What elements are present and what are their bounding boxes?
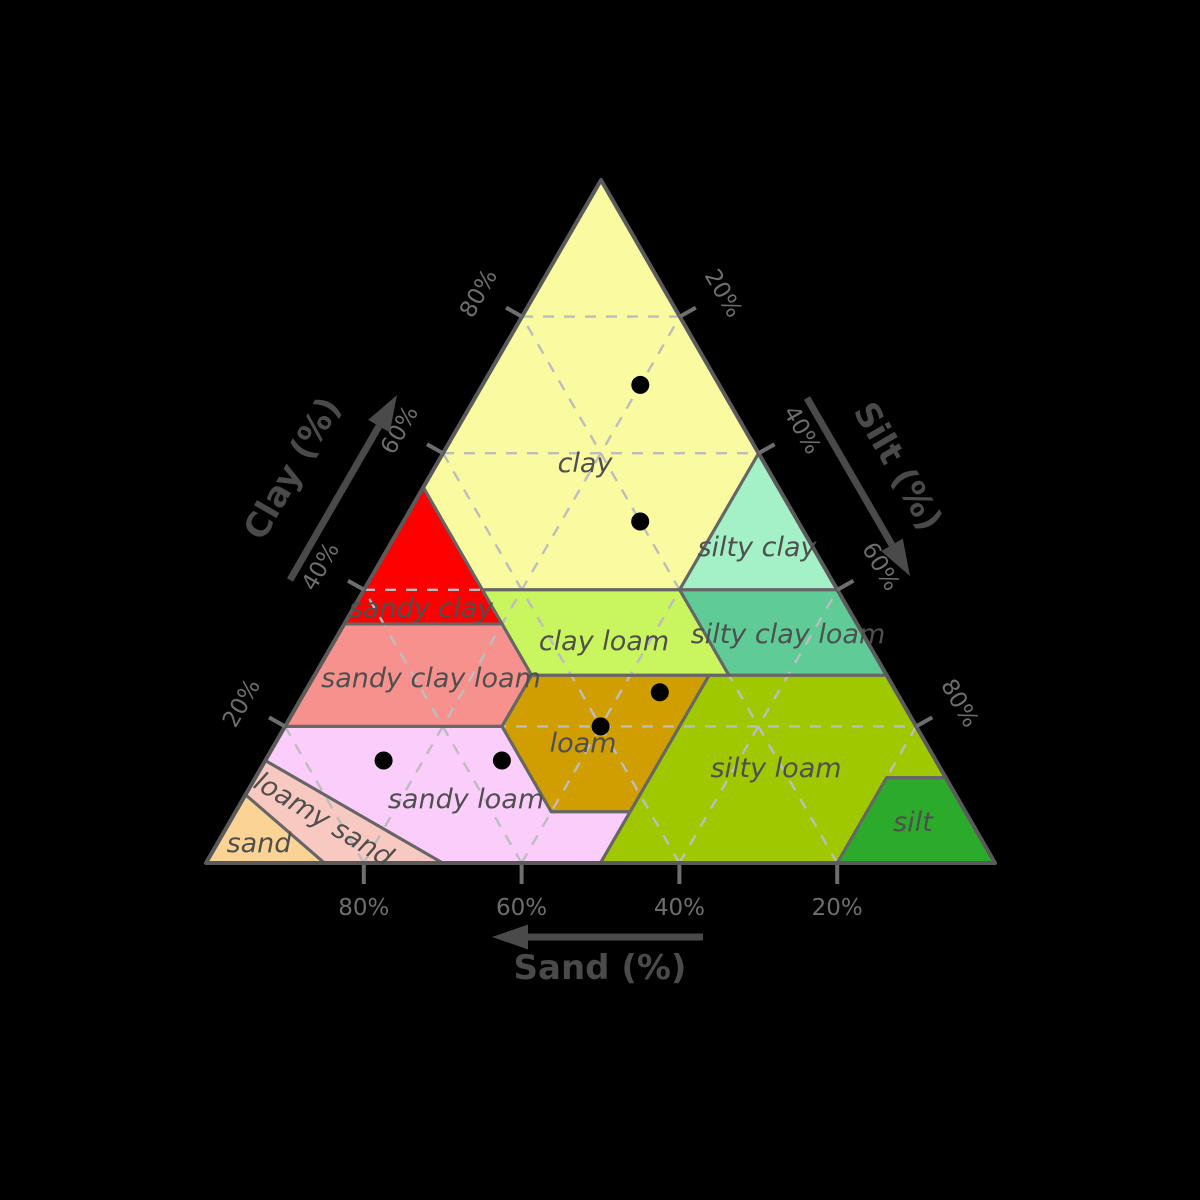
clay-tick-60 — [426, 442, 444, 455]
region-label-silty-clay: silty clay — [697, 532, 817, 563]
clay-axis-arrow-shaft — [286, 424, 383, 582]
silt-tick-80 — [915, 715, 934, 729]
clay-tick-label-20: 20% — [218, 675, 266, 732]
region-sandy-clay — [344, 487, 503, 624]
silt-axis-arrow-shaft — [803, 396, 895, 547]
region-label-clay: clay — [558, 448, 614, 479]
clay-tick-label-80: 80% — [455, 265, 503, 322]
triangle-outline — [204, 178, 997, 865]
data-point-1 — [631, 375, 650, 394]
gridline-silt-40 — [520, 452, 760, 864]
sand-tick-label-40: 40% — [654, 895, 705, 921]
region-label-sand: sand — [227, 828, 293, 859]
sand-axis-title: Sand (%) — [514, 948, 687, 988]
gridline-silt-60 — [678, 589, 839, 864]
silt-tick-60 — [836, 579, 855, 592]
silt-tick-label-80: 80% — [935, 675, 983, 732]
regions-fill-layer — [206, 180, 995, 863]
gridline-sand-40 — [441, 452, 681, 864]
sand-axis-arrowhead — [492, 924, 528, 950]
data-point-3 — [650, 683, 669, 702]
region-sand — [206, 794, 325, 863]
sand-tick-label-80: 80% — [338, 895, 389, 921]
region-sandy-loam — [265, 726, 631, 863]
data-point-2 — [631, 512, 650, 531]
clay-tick-80 — [505, 305, 523, 319]
silt-tick-40 — [757, 442, 776, 455]
clay-tick-label-40: 40% — [297, 538, 345, 595]
region-loam — [502, 675, 710, 812]
region-clay — [423, 180, 759, 590]
silt-tick-label-20: 20% — [699, 265, 747, 322]
sand-tick-label-60: 60% — [496, 895, 547, 921]
clay-tick-40 — [347, 579, 365, 592]
silt-tick-label-40: 40% — [778, 402, 826, 459]
data-point-6 — [374, 751, 393, 770]
region-label-silt: silt — [893, 807, 934, 838]
region-label-silty-clay-loam: silty clay loam — [691, 619, 886, 650]
data-point-5 — [492, 751, 511, 770]
silt-tick-20 — [678, 305, 697, 319]
region-silty-loam — [600, 675, 946, 863]
region-silty-clay — [679, 453, 838, 590]
region-label-loam: loam — [550, 728, 617, 759]
clay-axis-arrowhead — [368, 395, 397, 433]
sand-tick-label-20: 20% — [812, 895, 863, 921]
clay-axis-title: Clay (%) — [236, 390, 349, 547]
data-points-layer — [374, 375, 669, 770]
region-clay-loam — [482, 589, 729, 676]
clay-tick-20 — [268, 715, 286, 729]
region-label-sandy-clay: sandy clay — [349, 593, 494, 624]
ticks-layer: 20%40%60%80% 20%40%60%80%80% 60% 40% 20% — [218, 265, 983, 921]
region-label-silty-loam: silty loam — [710, 753, 841, 784]
gridline-sand-80 — [283, 725, 365, 864]
silt-axis-arrowhead — [881, 538, 910, 576]
region-label-sandy-loam: sandy loam — [388, 784, 544, 815]
region-silt — [837, 777, 995, 863]
silt-axis-title: Silt (%) — [845, 395, 950, 537]
data-point-4 — [591, 717, 610, 736]
region-label-sandy-clay-loam: sandy clay loam — [321, 663, 541, 694]
region-silty-clay-loam — [679, 589, 887, 676]
region-label-clay-loam: clay loam — [539, 626, 669, 657]
region-sandy-clay-loam — [285, 624, 532, 727]
